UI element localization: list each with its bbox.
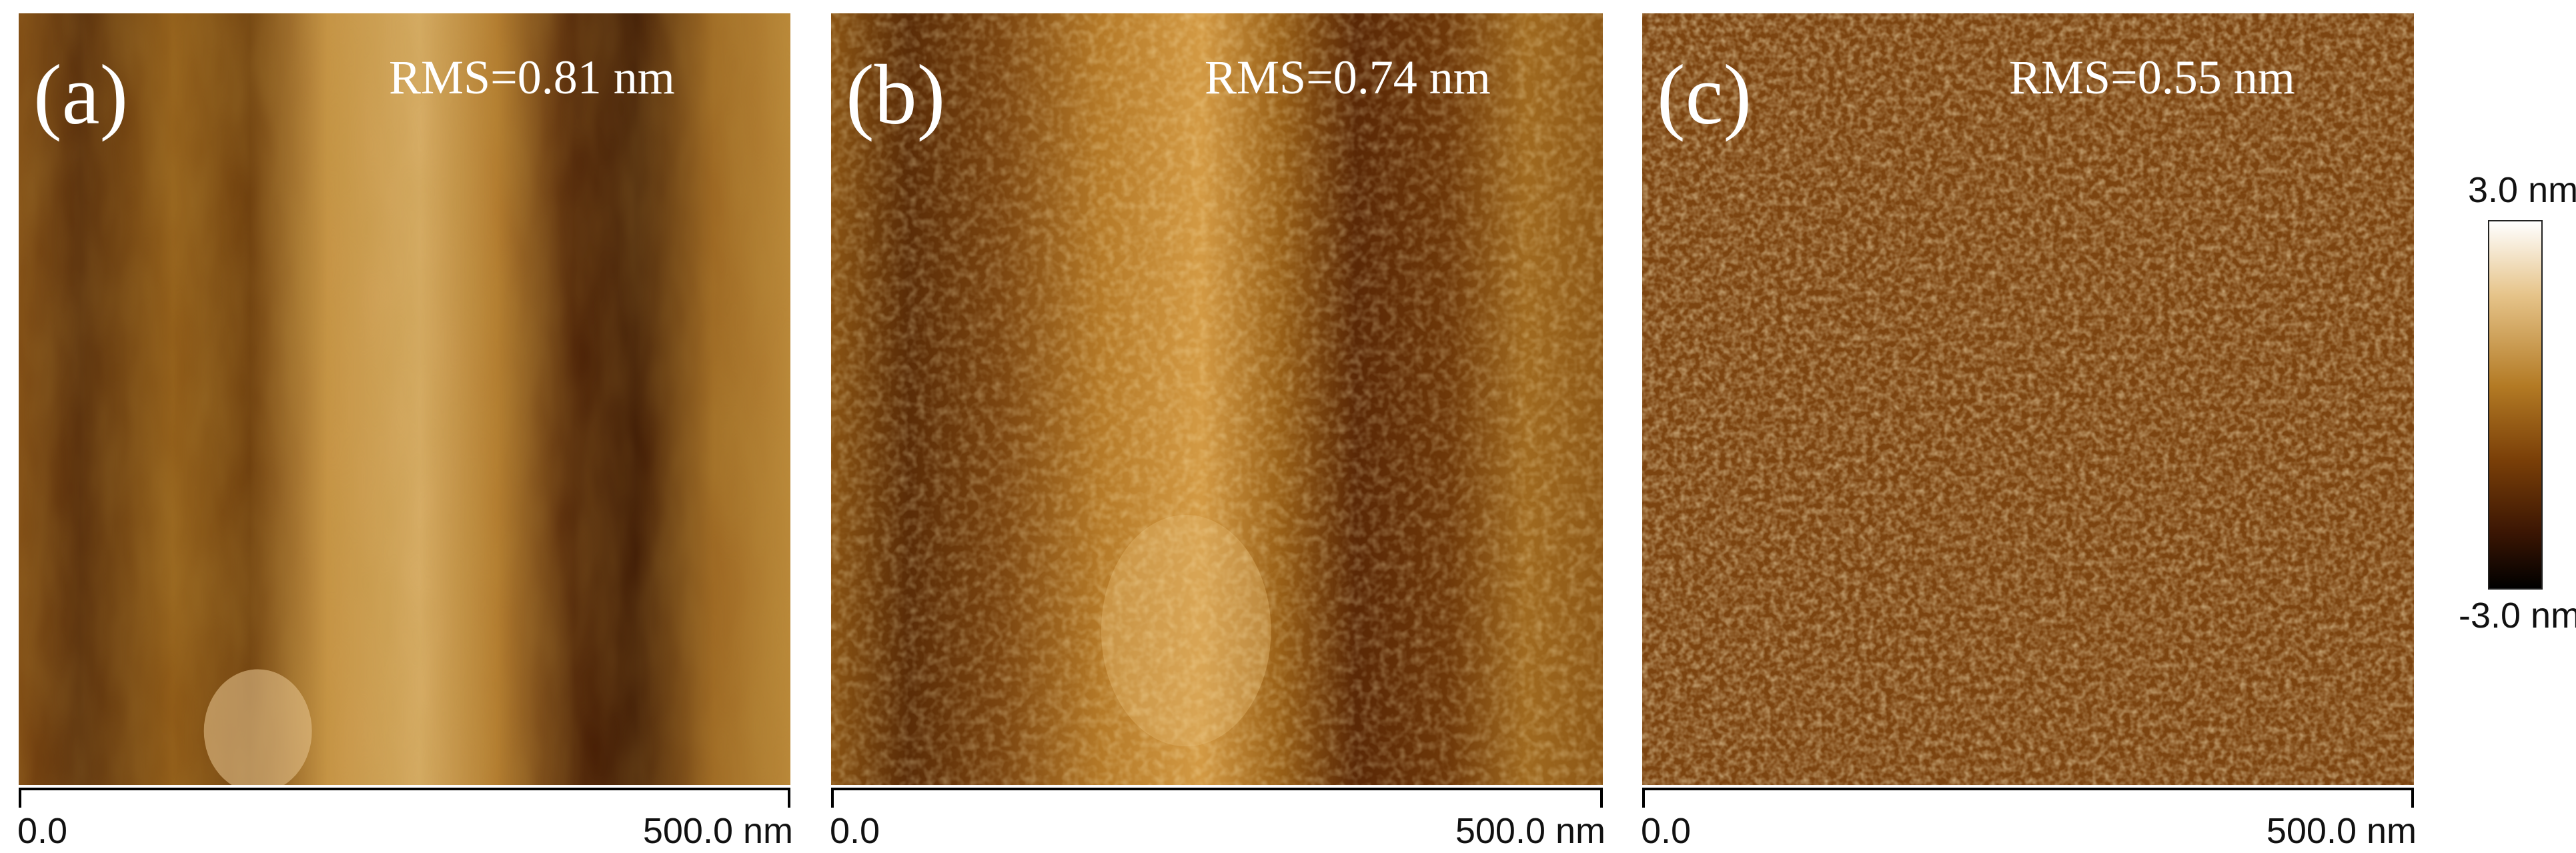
panel-label-b: (b) (846, 47, 946, 142)
afm-image-c: (c) RMS=0.55 nm (1642, 13, 2414, 785)
axis-end-label: 500.0 nm (642, 811, 793, 851)
axis-tick (788, 790, 790, 808)
afm-topography-b (831, 13, 1603, 785)
axis-tick (1600, 790, 1603, 808)
panel-label-c: (c) (1657, 47, 1752, 142)
axis-tick (831, 790, 834, 808)
axis-end-label: 500.0 nm (2266, 811, 2417, 851)
afm-topography-a (19, 13, 790, 785)
rms-value-c: RMS=0.55 nm (2009, 51, 2295, 104)
axis-start-label: 0.0 (830, 811, 880, 851)
height-colorbar (2488, 220, 2543, 590)
rms-value-a: RMS=0.81 nm (389, 51, 675, 104)
axis-line (831, 788, 1603, 790)
scale-axis-c: 0.0 500.0 nm (1641, 785, 2417, 853)
axis-end-label: 500.0 nm (1455, 811, 1605, 851)
axis-line (19, 788, 790, 790)
colorbar-max-label: 3.0 nm (2468, 170, 2576, 210)
axis-tick (19, 790, 21, 808)
colorbar-min-label: -3.0 nm (2459, 596, 2576, 636)
afm-topography-c (1642, 13, 2414, 785)
axis-tick (2411, 790, 2414, 808)
rms-value-b: RMS=0.74 nm (1205, 51, 1491, 104)
axis-tick (1642, 790, 1645, 808)
axis-start-label: 0.0 (17, 811, 68, 851)
afm-image-b: (b) RMS=0.74 nm (831, 13, 1603, 785)
panel-label-a: (a) (33, 47, 129, 142)
axis-line (1642, 788, 2414, 790)
axis-start-label: 0.0 (1641, 811, 1692, 851)
scale-axis-a: 0.0 500.0 nm (17, 785, 793, 853)
scale-axis-b: 0.0 500.0 nm (830, 785, 1605, 853)
afm-image-a: (a) RMS=0.81 nm (19, 13, 790, 785)
